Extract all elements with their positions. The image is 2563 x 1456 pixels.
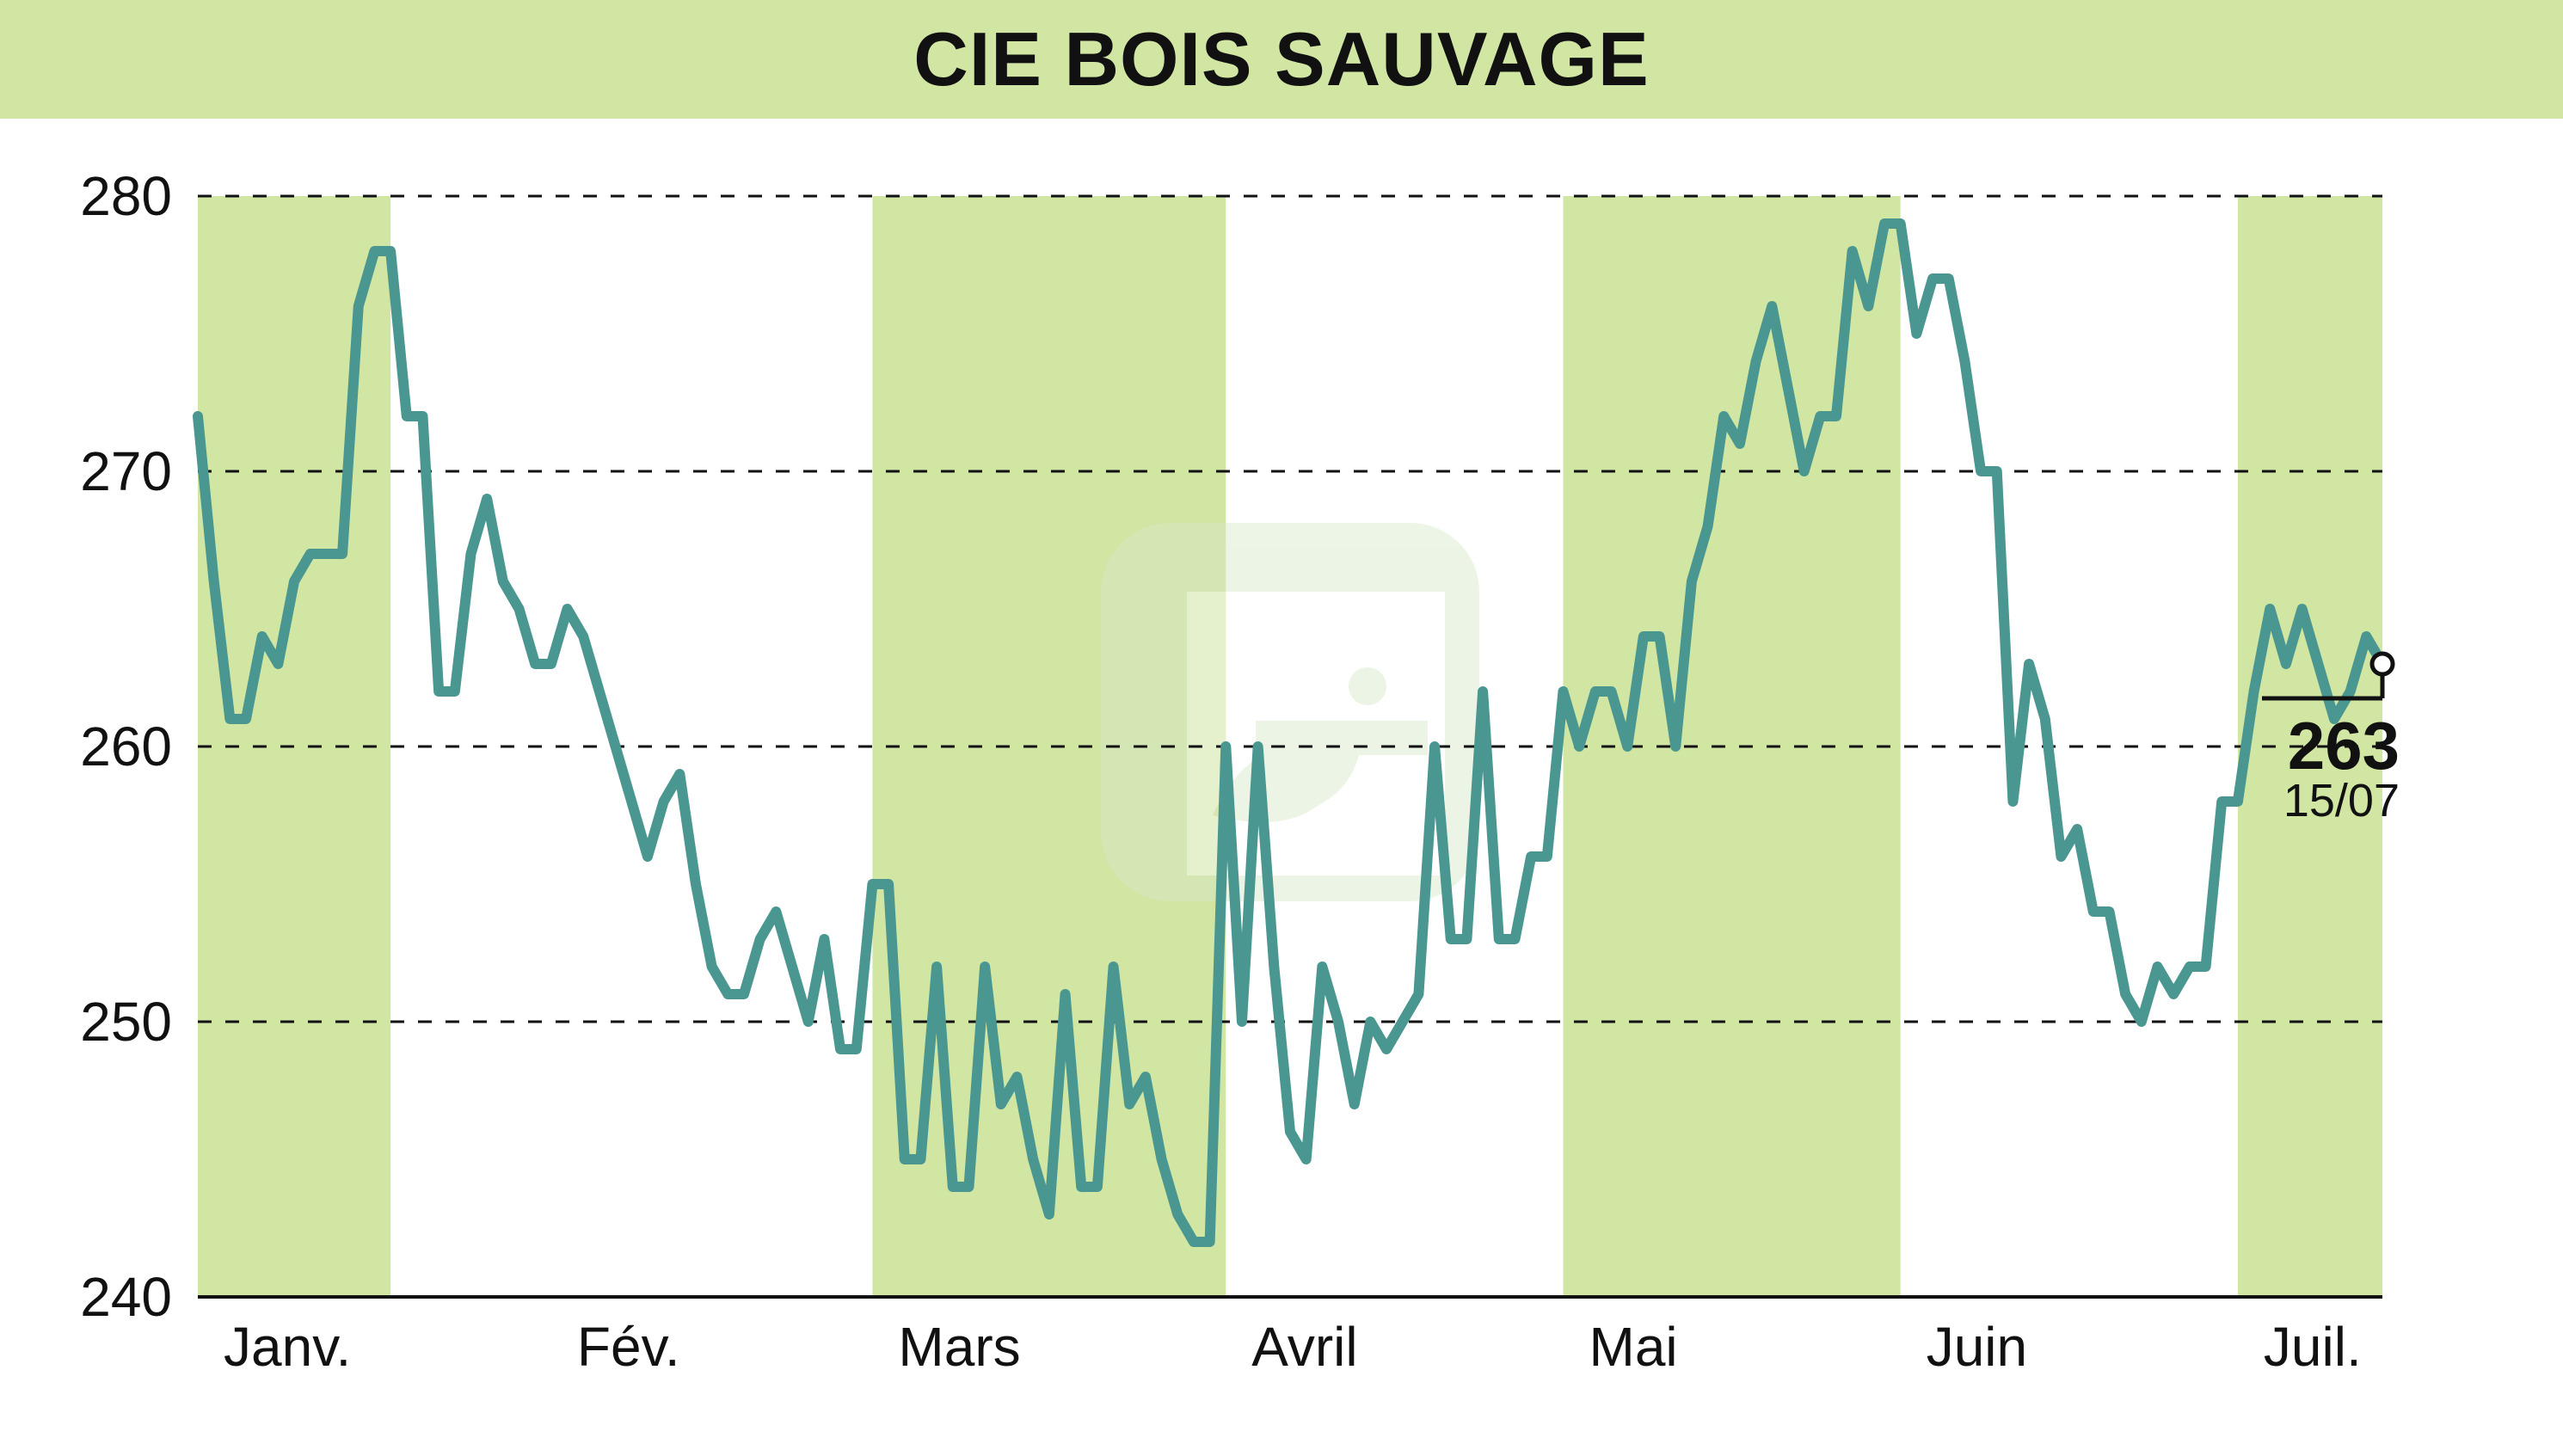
svg-text:Juil.: Juil. <box>2264 1316 2362 1378</box>
svg-text:Mars: Mars <box>898 1316 1020 1378</box>
svg-text:Mai: Mai <box>1589 1316 1678 1378</box>
svg-text:240: 240 <box>80 1266 172 1328</box>
svg-text:Juin: Juin <box>1927 1316 2027 1378</box>
svg-text:Fév.: Fév. <box>577 1316 680 1378</box>
chart-svg: 240 250 260 270 280 Janv. Fév. Mars Avril Mai Juin… <box>43 162 2503 1409</box>
chart-title: CIE BOIS SAUVAGE <box>913 16 1649 101</box>
stock-chart: 240 250 260 270 280 Janv. Fév. Mars Avril Mai Juin… <box>43 162 2520 1409</box>
end-date-label: 15/07 <box>2210 774 2400 827</box>
svg-text:280: 280 <box>80 165 172 227</box>
svg-text:Avril: Avril <box>1251 1316 1357 1378</box>
svg-text:250: 250 <box>80 991 172 1053</box>
chart-title-bar: CIE BOIS SAUVAGE <box>0 0 2563 119</box>
svg-text:270: 270 <box>80 440 172 502</box>
svg-text:Janv.: Janv. <box>224 1316 351 1378</box>
svg-text:260: 260 <box>80 716 172 777</box>
